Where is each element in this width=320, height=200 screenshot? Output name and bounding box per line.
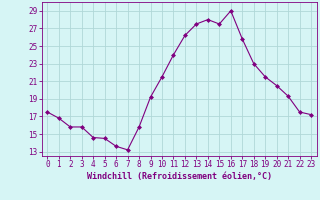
X-axis label: Windchill (Refroidissement éolien,°C): Windchill (Refroidissement éolien,°C): [87, 172, 272, 181]
